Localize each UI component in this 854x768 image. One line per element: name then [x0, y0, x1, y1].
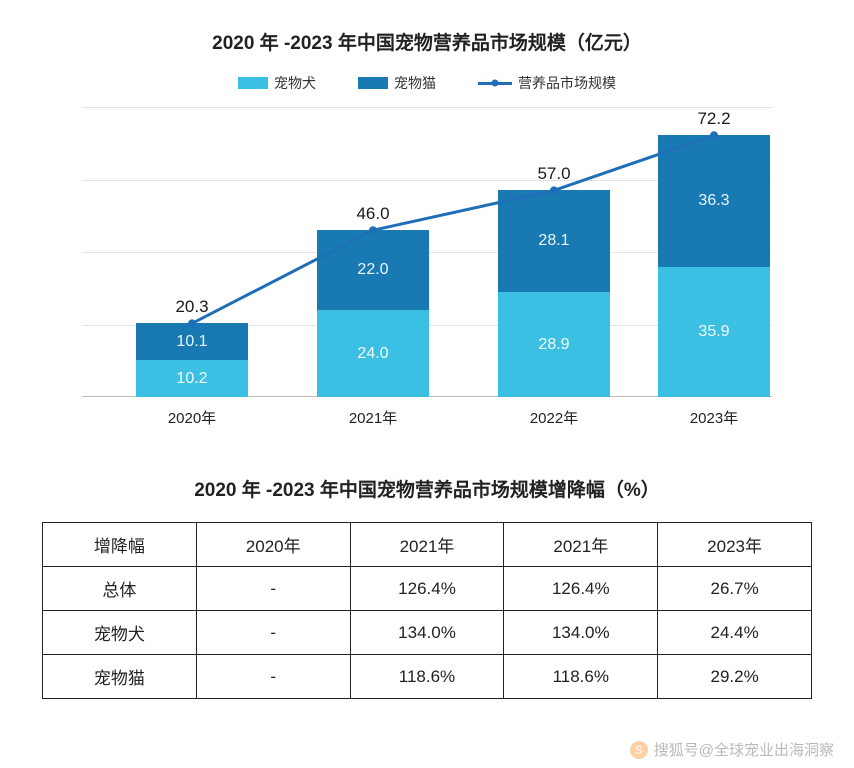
bar-group: 46.022.024.0: [317, 230, 429, 397]
table-header-cell: 2021年: [504, 523, 658, 567]
bar-total-label: 57.0: [498, 164, 610, 184]
legend-item: 营养品市场规模: [478, 73, 616, 93]
legend-label: 宠物犬: [274, 73, 316, 93]
bar-segment-cat: 36.3: [658, 135, 770, 267]
table-cell: 118.6%: [350, 655, 504, 699]
table-cell: 134.0%: [350, 611, 504, 655]
bar-segment-dog: 10.2: [136, 360, 248, 397]
bar-total-label: 20.3: [136, 297, 248, 317]
x-axis-label: 2023年: [658, 407, 770, 428]
watermark-text: 搜狐号@全球宠业出海洞察: [654, 739, 834, 760]
x-axis-label: 2022年: [498, 407, 610, 428]
table-cell: 24.4%: [658, 611, 812, 655]
legend-line-swatch: [478, 82, 512, 85]
gridline: [82, 107, 772, 108]
table-cell: 26.7%: [658, 567, 812, 611]
bar-total-label: 46.0: [317, 204, 429, 224]
legend-item: 宠物犬: [238, 73, 316, 93]
table-cell: 宠物犬: [43, 611, 197, 655]
table-cell: -: [196, 655, 350, 699]
bar-total-label: 72.2: [658, 109, 770, 129]
x-axis-label: 2021年: [317, 407, 429, 428]
x-axis-label: 2020年: [136, 407, 248, 428]
legend-swatch: [358, 77, 388, 89]
table-header-cell: 2020年: [196, 523, 350, 567]
table-title: 2020 年 -2023 年中国宠物营养品市场规模增降幅（%）: [0, 475, 854, 502]
legend-label: 营养品市场规模: [518, 73, 616, 93]
bar-segment-dog: 24.0: [317, 310, 429, 397]
table-header-cell: 2023年: [658, 523, 812, 567]
table-row: 宠物猫-118.6%118.6%29.2%: [43, 655, 812, 699]
bar-group: 20.310.110.2: [136, 323, 248, 397]
sohu-icon: S: [630, 741, 648, 759]
table-cell: 29.2%: [658, 655, 812, 699]
table-cell: 总体: [43, 567, 197, 611]
table-cell: -: [196, 611, 350, 655]
table-cell: 126.4%: [350, 567, 504, 611]
chart-plot-area: 20.310.110.22020年46.022.024.02021年57.028…: [82, 107, 772, 397]
legend-swatch: [238, 77, 268, 89]
bar-segment-dog: 28.9: [498, 292, 610, 397]
legend-label: 宠物猫: [394, 73, 436, 93]
bar-segment-dog: 35.9: [658, 267, 770, 397]
bar-segment-cat: 28.1: [498, 190, 610, 292]
table-cell: -: [196, 567, 350, 611]
table-cell: 126.4%: [504, 567, 658, 611]
watermark: S 搜狐号@全球宠业出海洞察: [630, 739, 834, 760]
chart-title: 2020 年 -2023 年中国宠物营养品市场规模（亿元）: [0, 0, 854, 73]
bar-group: 72.236.335.9: [658, 135, 770, 397]
bar-group: 57.028.128.9: [498, 190, 610, 397]
chart-legend: 宠物犬 宠物猫 营养品市场规模: [0, 73, 854, 93]
bar-segment-cat: 22.0: [317, 230, 429, 310]
table-cell: 宠物猫: [43, 655, 197, 699]
growth-table: 增降幅2020年2021年2021年2023年总体-126.4%126.4%26…: [42, 522, 812, 699]
bar-segment-cat: 10.1: [136, 323, 248, 360]
table-row: 宠物犬-134.0%134.0%24.4%: [43, 611, 812, 655]
table-header-cell: 增降幅: [43, 523, 197, 567]
growth-table-section: 2020 年 -2023 年中国宠物营养品市场规模增降幅（%） 增降幅2020年…: [0, 475, 854, 699]
table-header-cell: 2021年: [350, 523, 504, 567]
legend-item: 宠物猫: [358, 73, 436, 93]
table-row: 总体-126.4%126.4%26.7%: [43, 567, 812, 611]
table-cell: 118.6%: [504, 655, 658, 699]
table-cell: 134.0%: [504, 611, 658, 655]
